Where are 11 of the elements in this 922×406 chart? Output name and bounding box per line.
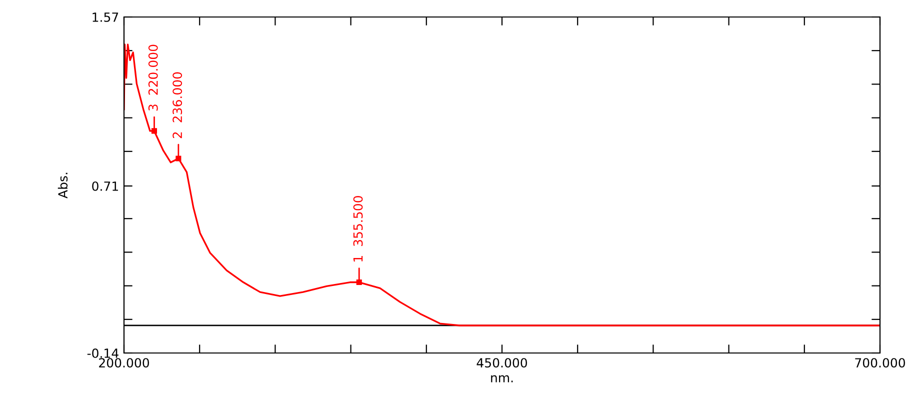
annotation: 2 236.000: [172, 72, 182, 138]
y-axis-title: Abs.: [58, 172, 68, 198]
x-tick-label: 700.000: [855, 358, 906, 368]
annotation: 3 220.000: [148, 44, 158, 111]
y-tick-label: -0.14: [87, 348, 118, 358]
y-tick-label: 0.71: [92, 181, 118, 191]
annotation: 1 355.500: [353, 196, 363, 262]
y-tick-label: 1.57: [92, 12, 118, 22]
x-tick-label: 200.000: [99, 358, 150, 368]
x-tick-label: 450.000: [476, 358, 528, 368]
x-axis-title: nm.: [491, 375, 513, 382]
